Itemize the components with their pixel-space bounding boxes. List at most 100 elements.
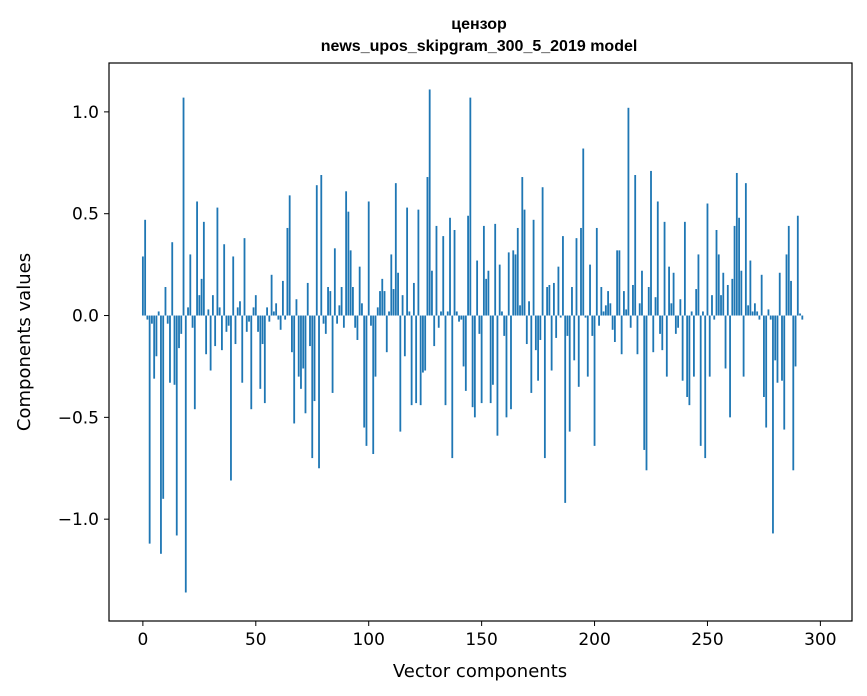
bar [164,287,167,316]
bar [616,250,619,316]
bar [623,291,625,316]
bar [541,187,544,316]
bar [279,315,282,330]
bar [774,315,777,361]
bar [261,315,264,345]
bar [652,315,655,353]
bar [388,311,390,316]
bar [469,97,472,316]
bar [738,217,740,316]
bar [776,315,779,383]
bar [245,315,248,332]
bar [406,207,409,316]
bar [559,315,562,318]
bar [765,315,768,428]
bar [162,315,165,499]
bar [625,309,628,316]
bar [683,221,686,316]
bar [266,307,268,316]
bar [742,315,745,377]
bar [672,272,675,316]
bar [365,315,368,446]
bar [455,311,458,316]
bar [749,260,752,316]
bar [643,315,646,450]
bar [383,291,386,316]
bar [478,315,481,334]
bar [801,315,804,320]
bar [218,307,221,316]
bar [476,260,479,316]
bar [205,315,208,355]
bar [656,201,659,316]
bar [200,278,203,316]
bar [268,315,271,322]
bar [471,315,474,408]
bar [760,274,763,316]
bar [451,315,454,459]
bar [641,270,643,316]
bar [580,227,582,316]
bar [492,315,494,385]
bar [753,303,756,316]
bar [704,315,707,459]
bar [175,315,178,536]
bar [313,315,316,402]
bar [385,315,388,353]
bar [462,315,465,367]
bar [198,295,201,316]
bar [184,315,187,593]
bar [403,315,406,357]
bar [611,315,614,330]
bar [604,305,607,316]
bar [169,315,171,383]
bar [557,266,560,316]
bar [783,315,786,430]
bar [333,248,336,316]
bar [507,252,510,316]
bar [275,303,278,316]
bar [566,315,569,336]
bar [422,315,424,373]
bar [207,309,210,316]
bar [595,227,598,316]
bar [796,215,799,316]
bar [331,315,334,393]
bar [196,201,198,316]
bar [148,315,151,544]
bar [555,315,558,338]
bar [390,254,393,316]
bar [609,303,612,316]
bar [534,315,537,351]
bar [347,211,350,316]
bar [417,209,420,316]
bar [374,315,377,377]
bar [512,250,515,316]
bar [699,315,702,446]
bar [498,264,501,316]
bar [790,280,792,316]
bar [537,315,539,381]
bar [679,299,682,316]
bar [263,315,266,404]
bar [756,311,759,316]
bar [584,315,587,318]
bar [528,301,530,316]
bar [722,272,725,316]
x-tick-label: 150 [465,630,497,650]
bar [146,315,149,320]
bar [505,315,508,418]
bar [345,191,348,316]
bar [327,287,329,316]
bar [367,201,370,316]
bar [686,315,689,397]
bar [688,315,691,406]
bar [361,303,363,316]
bar [180,315,183,334]
bar [661,315,664,351]
bar [295,299,298,316]
bar [697,254,700,316]
bar [744,183,747,316]
bar [751,311,754,316]
bar [636,315,639,355]
